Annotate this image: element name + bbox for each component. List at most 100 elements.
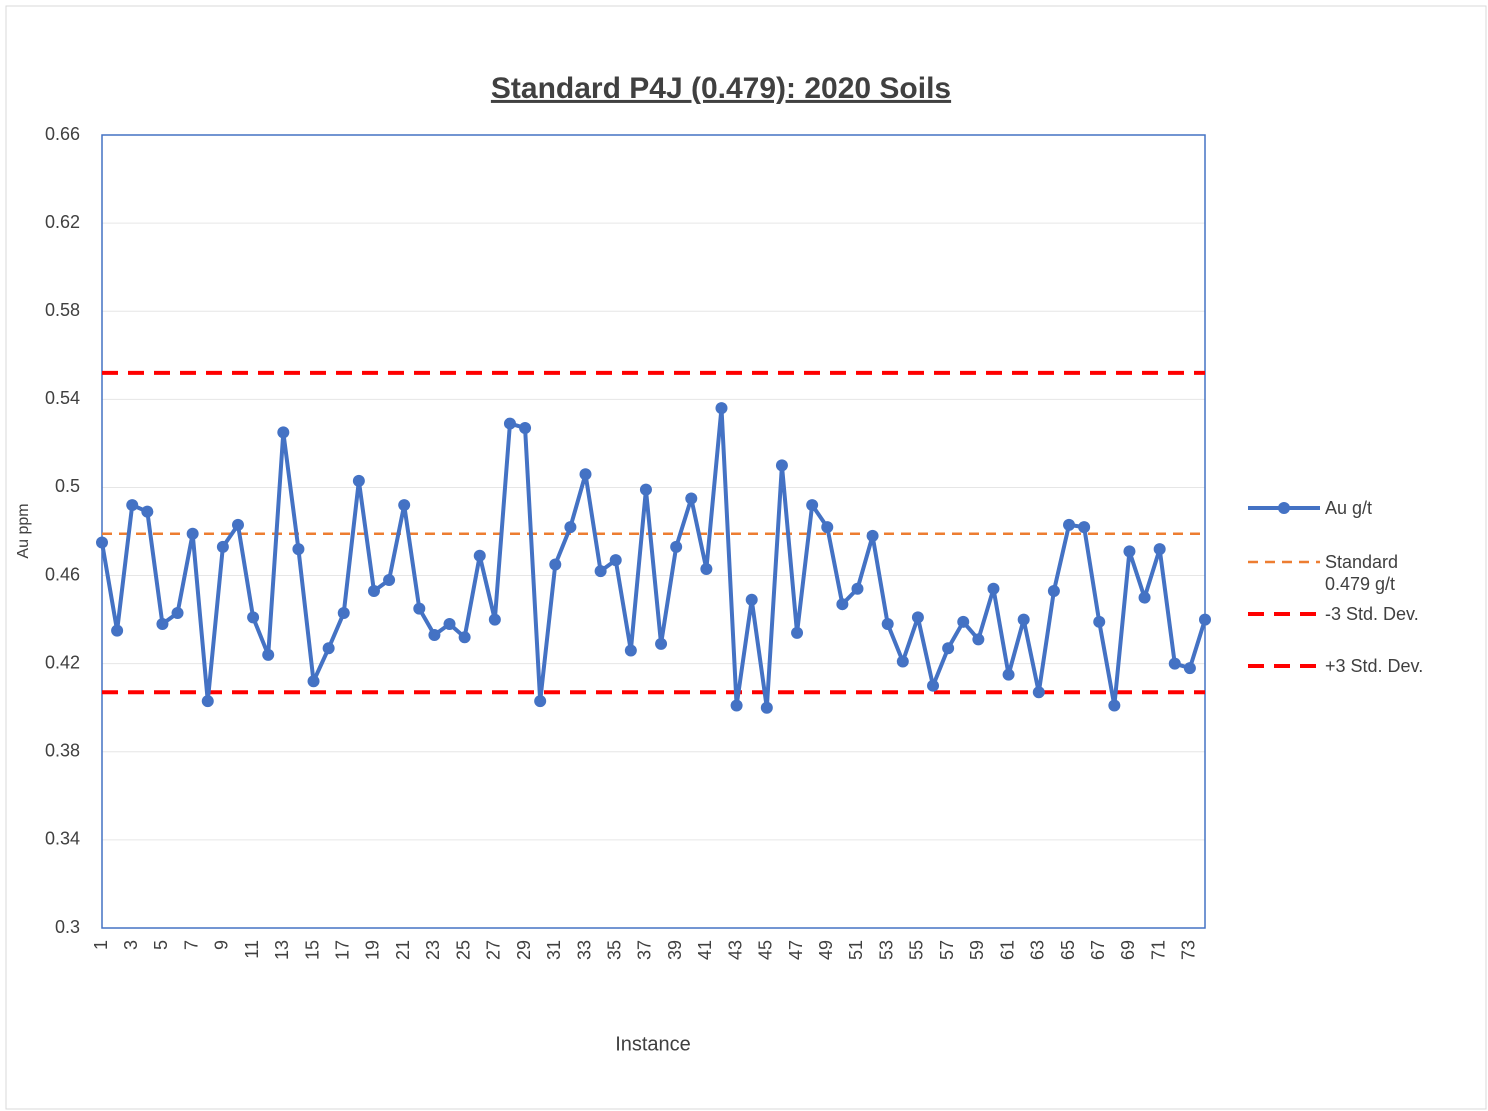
x-tick-label: 1	[91, 940, 111, 950]
marker	[821, 521, 834, 534]
y-tick-label: 0.46	[45, 564, 80, 584]
x-tick-label: 29	[514, 940, 534, 960]
marker	[1002, 668, 1015, 681]
marker	[443, 618, 456, 631]
marker	[534, 695, 547, 708]
x-tick-label: 73	[1179, 940, 1199, 960]
marker	[322, 642, 335, 655]
marker	[806, 499, 819, 512]
marker	[413, 602, 426, 615]
marker	[1078, 521, 1091, 534]
x-tick-label: 5	[151, 940, 171, 950]
marker	[942, 642, 955, 655]
marker	[1017, 613, 1030, 626]
chart-title: Standard P4J (0.479): 2020 Soils	[491, 72, 951, 105]
marker	[836, 598, 849, 611]
marker	[1032, 686, 1045, 699]
marker	[428, 629, 441, 642]
x-tick-label: 35	[604, 940, 624, 960]
marker	[972, 633, 985, 646]
x-tick-label: 43	[725, 940, 745, 960]
y-tick-label: 0.5	[55, 476, 80, 496]
x-tick-label: 65	[1058, 940, 1078, 960]
x-tick-label: 21	[393, 940, 413, 960]
x-tick-label: 19	[363, 940, 383, 960]
marker	[655, 637, 668, 650]
marker	[473, 549, 486, 562]
marker	[760, 701, 773, 714]
marker	[141, 505, 154, 518]
marker	[745, 593, 758, 606]
x-tick-label: 33	[574, 940, 594, 960]
marker	[231, 518, 244, 531]
marker	[277, 426, 290, 439]
marker	[503, 417, 516, 430]
marker	[201, 695, 214, 708]
marker	[594, 565, 607, 578]
marker	[1138, 591, 1151, 604]
x-tick-label: 69	[1118, 940, 1138, 960]
x-tick-label: 59	[967, 940, 987, 960]
marker	[957, 615, 970, 628]
marker	[685, 492, 698, 505]
x-tick-label: 61	[997, 940, 1017, 960]
legend-label: Standard 0.479 g/t	[1325, 552, 1399, 594]
marker	[866, 529, 879, 542]
marker	[1047, 584, 1060, 597]
y-tick-label: 0.58	[45, 300, 80, 320]
marker	[1183, 662, 1196, 675]
x-tick-label: 39	[665, 940, 685, 960]
marker	[96, 536, 108, 549]
marker	[1199, 613, 1211, 626]
marker	[549, 558, 562, 571]
marker	[1063, 518, 1076, 531]
marker	[1168, 657, 1181, 670]
marker	[111, 624, 124, 637]
x-tick-label: 31	[544, 940, 564, 960]
marker	[881, 618, 894, 631]
x-tick-label: 63	[1028, 940, 1048, 960]
marker	[927, 679, 940, 692]
marker	[791, 626, 804, 639]
marker	[715, 402, 728, 415]
marker	[216, 540, 229, 553]
marker	[730, 699, 743, 712]
marker	[670, 540, 683, 553]
marker	[700, 562, 713, 575]
x-tick-label: 49	[816, 940, 836, 960]
marker	[1153, 543, 1166, 556]
marker	[851, 582, 864, 595]
marker	[579, 468, 592, 481]
legend-label: -3 Std. Dev.	[1325, 604, 1419, 624]
x-axis-label: Instance	[615, 1033, 691, 1055]
marker	[247, 611, 260, 624]
marker	[186, 527, 199, 540]
x-tick-label: 15	[302, 940, 322, 960]
x-tick-label: 53	[876, 940, 896, 960]
marker	[488, 613, 501, 626]
y-tick-label: 0.66	[45, 124, 80, 144]
y-tick-label: 0.34	[45, 829, 80, 849]
y-tick-label: 0.38	[45, 741, 80, 761]
y-tick-label: 0.42	[45, 652, 80, 672]
marker	[1108, 699, 1121, 712]
x-tick-label: 71	[1148, 940, 1168, 960]
x-tick-label: 13	[272, 940, 292, 960]
chart-border	[5, 5, 1487, 1110]
marker	[171, 607, 184, 620]
x-tick-label: 11	[242, 940, 262, 959]
marker	[352, 474, 365, 487]
x-tick-label: 27	[484, 940, 504, 960]
marker	[383, 573, 396, 586]
marker	[262, 648, 275, 661]
marker	[292, 543, 305, 556]
marker	[519, 421, 532, 434]
x-tick-label: 45	[756, 940, 776, 960]
y-tick-label: 0.3	[55, 917, 80, 937]
x-tick-label: 9	[212, 940, 232, 950]
x-tick-label: 47	[786, 940, 806, 960]
x-tick-label: 3	[121, 940, 141, 950]
marker	[896, 655, 909, 668]
